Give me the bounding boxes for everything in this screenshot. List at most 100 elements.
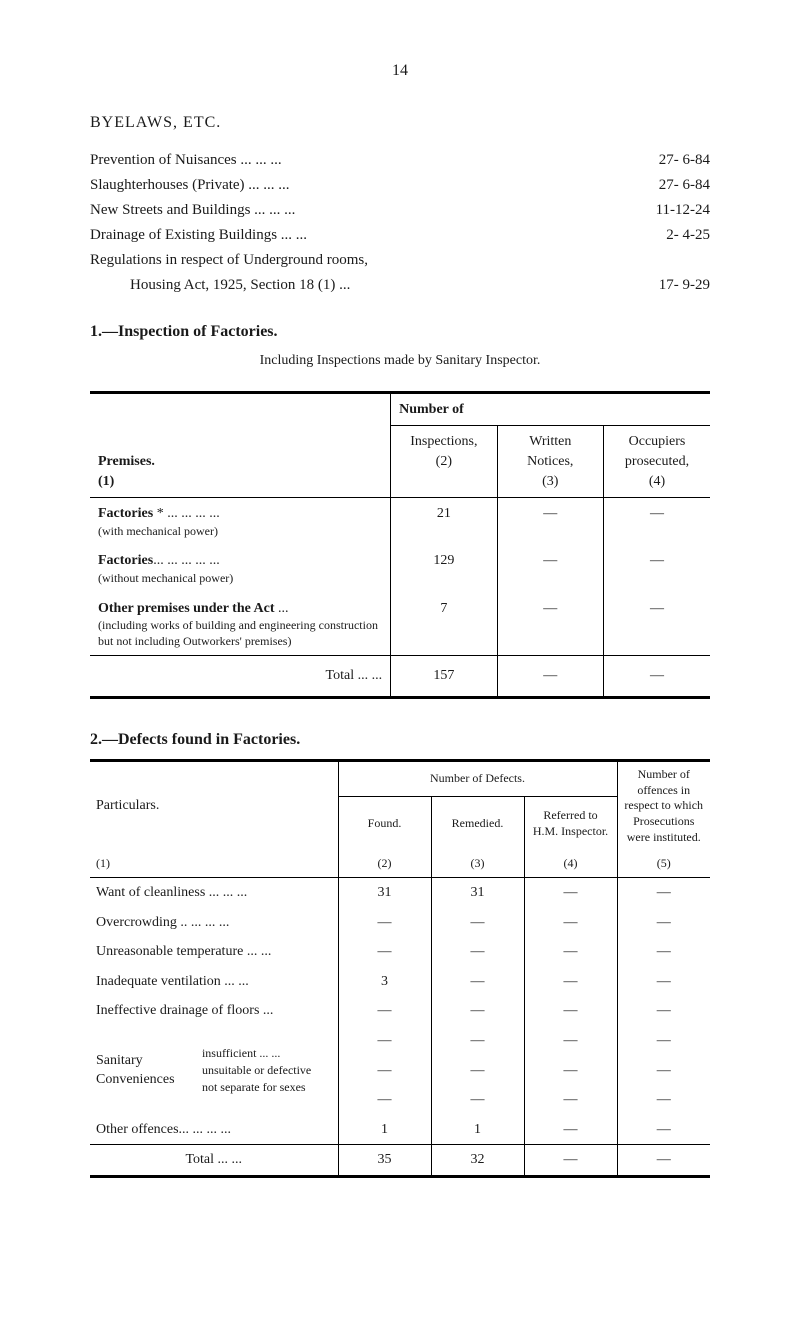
table-row: Ineffective drainage of floors ... — — —… — [90, 996, 710, 1026]
cell: — — [617, 1026, 710, 1056]
cell: — — [524, 1056, 617, 1086]
row-label: Other offences... ... ... ... — [90, 1115, 338, 1145]
cell: — — [617, 908, 710, 938]
list-label: Housing Act, 1925, Section 18 (1) ... — [90, 275, 639, 296]
byelaws-heading: BYELAWS, ETC. — [90, 112, 710, 134]
col-num: (3) — [506, 472, 595, 492]
row-label: Unreasonable temperature ... ... — [90, 937, 338, 967]
cell: — — [524, 1026, 617, 1056]
cell: — — [338, 1026, 431, 1056]
col-num: (1) — [90, 850, 338, 877]
byelaws-list: Prevention of Nuisances ... ... ... 27- … — [90, 150, 710, 296]
notices-header: Written Notices, — [506, 432, 595, 471]
table-row: Factories * ... ... ... ... (with mechan… — [90, 498, 710, 546]
list-label: New Streets and Buildings ... ... ... — [90, 200, 636, 221]
cell: 31 — [431, 878, 524, 908]
occupiers-header: Occupiers prosecuted, — [612, 432, 702, 471]
cell: 31 — [338, 878, 431, 908]
cell: — — [524, 937, 617, 967]
row-label-bold: Other premises under the Act — [98, 601, 275, 616]
cell: — — [497, 656, 603, 698]
list-label: Prevention of Nuisances ... ... ... — [90, 150, 639, 171]
cell: — — [338, 996, 431, 1026]
table-row: Other offences... ... ... ... 1 1 — — — [90, 1115, 710, 1145]
cell: — — [524, 908, 617, 938]
cell: — — [338, 908, 431, 938]
row-label: Ineffective drainage of floors ... — [90, 996, 338, 1026]
cell: 1 — [431, 1115, 524, 1145]
last-col-header: Number of offences in respect to which P… — [617, 761, 710, 850]
cell: — — [524, 878, 617, 908]
col-num: (2) — [399, 452, 488, 472]
cell: — — [604, 545, 710, 592]
col-num: (4) — [612, 472, 702, 492]
list-label: Drainage of Existing Buildings ... ... — [90, 225, 646, 246]
section1-heading: 1.—Inspection of Factories. — [90, 321, 710, 343]
table-row: Overcrowding .. ... ... ... — — — — — [90, 908, 710, 938]
list-value: 11-12-24 — [636, 200, 710, 221]
cell: — — [338, 1085, 431, 1115]
cell: — — [524, 1145, 617, 1177]
cell: — — [497, 545, 603, 592]
col-num: (5) — [617, 850, 710, 877]
cell: — — [617, 1056, 710, 1086]
col-num: (1) — [98, 472, 382, 492]
list-value: 17- 9-29 — [639, 275, 710, 296]
cell: — — [617, 1115, 710, 1145]
cell: 21 — [391, 498, 497, 546]
row-label-bold: Factories — [98, 506, 153, 521]
table-row: Unreasonable temperature ... ... — — — — — [90, 937, 710, 967]
total-label: Total ... ... — [90, 1145, 338, 1177]
cell: — — [431, 937, 524, 967]
list-value — [690, 250, 710, 271]
remedied-header: Remedied. — [431, 796, 524, 850]
row-sub: (without mechanical power) — [98, 571, 382, 587]
found-header: Found. — [338, 796, 431, 850]
list-item: Prevention of Nuisances ... ... ... 27- … — [90, 150, 710, 171]
defects-header: Number of Defects. — [338, 761, 617, 797]
cell: — — [431, 967, 524, 997]
sanitary-item: unsuitable or defective — [202, 1062, 332, 1079]
cell: — — [617, 967, 710, 997]
cell: — — [617, 1085, 710, 1115]
list-item: Regulations in respect of Underground ro… — [90, 250, 710, 271]
list-label: Slaughterhouses (Private) ... ... ... — [90, 175, 639, 196]
cell: 1 — [338, 1115, 431, 1145]
cell: — — [617, 878, 710, 908]
list-value: 27- 6-84 — [639, 175, 710, 196]
row-label-rest: ... — [275, 601, 289, 616]
cell: — — [617, 996, 710, 1026]
cell: — — [431, 1026, 524, 1056]
row-label: Want of cleanliness ... ... ... — [90, 878, 338, 908]
list-item: Slaughterhouses (Private) ... ... ... 27… — [90, 175, 710, 196]
section1-subtext: Including Inspections made by Sanitary I… — [90, 351, 710, 371]
cell: — — [524, 1085, 617, 1115]
row-label: Inadequate ventilation ... ... — [90, 967, 338, 997]
list-item: Drainage of Existing Buildings ... ... 2… — [90, 225, 710, 246]
row-label-rest: * ... ... ... ... — [153, 506, 220, 521]
table-row: Want of cleanliness ... ... ... 31 31 — … — [90, 878, 710, 908]
cell: — — [524, 996, 617, 1026]
total-row: Total ... ... 157 — — — [90, 656, 710, 698]
cell: — — [497, 593, 603, 656]
list-value: 2- 4-25 — [646, 225, 710, 246]
col-num: (2) — [338, 850, 431, 877]
cell: 129 — [391, 545, 497, 592]
list-label: Regulations in respect of Underground ro… — [90, 250, 690, 271]
cell: — — [338, 937, 431, 967]
cell: — — [431, 1056, 524, 1086]
col-num: (4) — [524, 850, 617, 877]
table-row: Inadequate ventilation ... ... 3 — — — — [90, 967, 710, 997]
table-row: Sanitary Conveniences insufficient ... .… — [90, 1026, 710, 1056]
cell: 35 — [338, 1145, 431, 1177]
cell: 7 — [391, 593, 497, 656]
row-label-rest: ... ... ... ... ... — [153, 553, 220, 568]
cell: — — [338, 1056, 431, 1086]
row-label-bold: Factories — [98, 553, 153, 568]
sanitary-item: not separate for sexes — [202, 1079, 332, 1096]
sanitary-item: insufficient ... ... — [202, 1045, 332, 1062]
number-of-header: Number of — [391, 392, 710, 426]
total-row: Total ... ... 35 32 — — — [90, 1145, 710, 1177]
row-sub: (including works of building and enginee… — [98, 618, 382, 649]
inspections-header: Inspections, — [399, 432, 488, 452]
